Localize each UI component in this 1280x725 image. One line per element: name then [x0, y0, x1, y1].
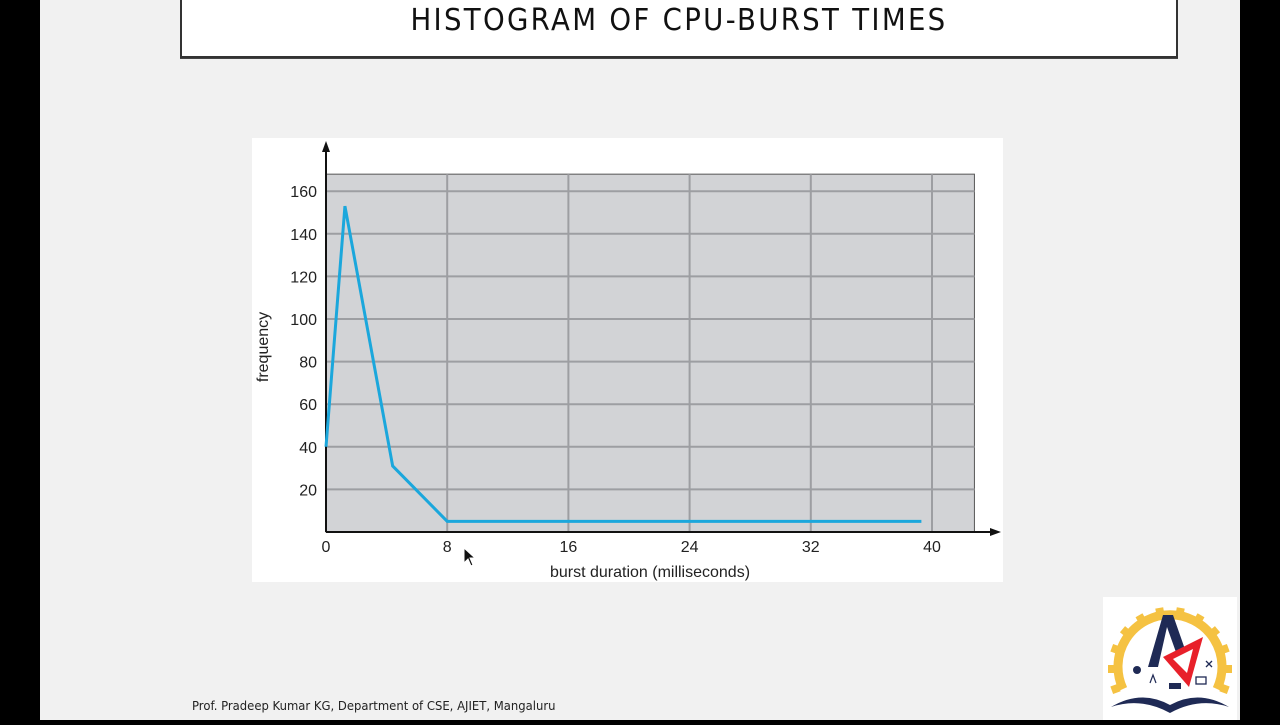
x-axis-label: burst duration (milliseconds): [550, 564, 750, 581]
slide: HISTOGRAM OF CPU-BURST TIMES 20 40 60 80 100…: [40, 0, 1240, 720]
y-tick-label: 80: [299, 355, 317, 372]
y-tick-label: 120: [290, 269, 317, 286]
slide-footer: Prof. Pradeep Kumar KG, Department of CS…: [192, 698, 556, 713]
y-axis-label: frequency: [255, 312, 272, 382]
plot-area: [325, 173, 975, 533]
y-tick-label: 140: [290, 227, 317, 244]
x-tick-label: 24: [681, 539, 699, 556]
cpu-burst-histogram-chart: 20 40 60 80 100 120 140 160 0 8 16 24 32 40 burst dura…: [255, 141, 1001, 581]
slide-title: HISTOGRAM OF CPU-BURST TIMES: [410, 3, 948, 38]
x-tick-label: 32: [802, 539, 820, 556]
institution-logo: [1103, 597, 1237, 720]
x-tick-label: 16: [560, 539, 578, 556]
x-tick-label: 0: [322, 539, 331, 556]
x-tick-label: 40: [923, 539, 941, 556]
x-tick-label: 8: [443, 539, 452, 556]
logo-icon: [1108, 607, 1232, 713]
y-tick-label: 160: [290, 184, 317, 201]
chart-card: 20 40 60 80 100 120 140 160 0 8 16 24 32 40 burst dura…: [252, 138, 1003, 582]
title-box: HISTOGRAM OF CPU-BURST TIMES: [180, 0, 1178, 58]
y-tick-label: 40: [299, 440, 317, 457]
y-axis-arrow-icon: [322, 141, 330, 152]
y-tick-label: 60: [299, 397, 317, 414]
frequency-line: [324, 205, 922, 523]
x-axis-arrow-icon: [990, 528, 1001, 536]
y-tick-label: 20: [299, 482, 317, 499]
y-tick-label: 100: [290, 312, 317, 329]
mouse-cursor-icon: [463, 547, 477, 567]
